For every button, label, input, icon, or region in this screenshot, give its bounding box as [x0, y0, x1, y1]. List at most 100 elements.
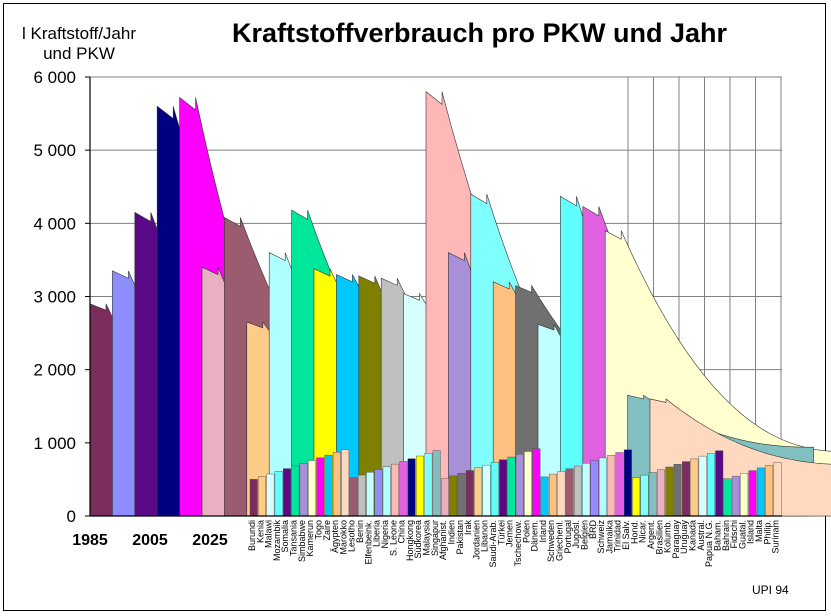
y-axis-label: l Kraftstoff/Jahr und PKW [12, 24, 146, 64]
y-tick-label: 6 000 [33, 68, 76, 87]
axes [85, 76, 782, 517]
country-bar [657, 469, 665, 517]
country-bar [648, 472, 657, 517]
country-bar [424, 453, 433, 517]
country-bar [457, 473, 466, 517]
country-label: China [397, 520, 407, 544]
country-label: Mozambik [272, 520, 282, 562]
country-label: Nicar. [638, 520, 648, 543]
country-label: Trinidad [613, 520, 623, 552]
x-tick-labels: 1985 2005 2025 [72, 532, 228, 549]
country-bar [748, 470, 757, 517]
country-label: Lesotho [347, 520, 357, 552]
country-bar [632, 477, 641, 517]
country-label: Irak [463, 520, 473, 536]
country-bar [482, 464, 491, 517]
y-axis-label-line-2: und PKW [43, 44, 115, 63]
country-bar [441, 478, 449, 517]
country-label: Hond. [629, 520, 639, 544]
country-bar [308, 460, 316, 517]
country-label: Tschechow. [513, 520, 523, 567]
country-bar [515, 454, 524, 517]
country-bar [773, 462, 782, 517]
y-tick-label: 3 000 [33, 288, 76, 307]
country-bar [615, 452, 624, 517]
country-label: Jordanien [471, 520, 481, 560]
country-label: Indien [447, 520, 457, 545]
x-tick-label: 2005 [132, 532, 168, 549]
y-tick-label: 0 [67, 507, 76, 526]
country-bar [499, 459, 508, 517]
country-bar [283, 468, 291, 517]
country-bar [640, 474, 649, 517]
country-bar [524, 451, 532, 517]
country-label: Marokko [338, 520, 348, 555]
country-bar [765, 465, 774, 517]
country-label: Island [746, 520, 756, 544]
country-bar [690, 458, 699, 517]
country-label: Brasilien [654, 520, 664, 555]
country-label: Philip. [762, 520, 772, 545]
country-label: Surinam [771, 520, 781, 554]
country-label: Irland [538, 520, 548, 543]
country-bar [366, 472, 375, 517]
country-bar [715, 450, 724, 517]
country-label: Argent. [646, 520, 656, 549]
country-label: Singapur [430, 520, 440, 556]
x-tick-label: 1985 [72, 532, 108, 549]
y-tick-labels: 0 1 000 2 000 3 000 4 000 5 000 6 000 [33, 68, 76, 526]
country-label: Elfenbeink. [363, 520, 373, 565]
country-bar [291, 465, 300, 517]
country-label: Kolumb. [663, 520, 673, 553]
country-label: Zaire [322, 520, 332, 541]
country-label: S. Leone [388, 520, 398, 556]
country-bar [607, 455, 616, 517]
country-label: Afghanist. [438, 520, 448, 560]
country-bar [698, 455, 707, 517]
country-bar [723, 478, 732, 517]
x-tick-label: 2025 [192, 532, 228, 549]
country-bar [391, 463, 399, 517]
country-label: Papua N.G. [704, 520, 714, 567]
country-label: Kamerun [305, 520, 315, 557]
country-label: Paraguay [671, 520, 681, 559]
country-label: Malta [754, 520, 764, 542]
country-label: El Salv. [621, 520, 631, 550]
country-bar [598, 457, 607, 517]
country-label: Türkei [496, 520, 506, 545]
country-bar [756, 467, 765, 517]
country-label: Ägypten [330, 520, 340, 553]
country-bar [557, 471, 566, 517]
country-label: Jemen [505, 520, 515, 547]
country-label: Hongkong [405, 520, 415, 561]
country-label: Guatal. [737, 520, 747, 549]
country-label: Kanada [688, 520, 698, 551]
country-bar [266, 473, 275, 517]
country-bar [549, 473, 557, 517]
country-label: Fidschi [729, 520, 739, 549]
country-bar [416, 455, 424, 517]
country-label: BRD [588, 520, 598, 540]
country-label: Liberia [372, 520, 382, 547]
country-bar [465, 470, 474, 517]
country-bar [332, 452, 341, 517]
country-label: Dänem. [530, 520, 540, 552]
country-bar [574, 465, 582, 517]
country-bar [507, 456, 516, 517]
country-bar [731, 475, 740, 517]
country-label: Austral. [696, 520, 706, 551]
country-label: Benin [355, 520, 365, 543]
country-bar [665, 466, 674, 517]
country-label: Burundi [247, 520, 257, 551]
y-axis-label-line-1: l Kraftstoff/Jahr [21, 24, 136, 43]
country-label: Nigeria [380, 520, 390, 549]
country-label: Polen [521, 520, 531, 543]
country-bar [590, 460, 599, 517]
country-bar [490, 462, 499, 517]
country-bar [258, 476, 266, 517]
country-bar [532, 448, 541, 517]
country-bar [349, 477, 358, 517]
country-label: Belgien [580, 520, 590, 550]
country-labels: BurundiKeniaMalawiMozambikSomaliaTansani… [247, 520, 781, 568]
